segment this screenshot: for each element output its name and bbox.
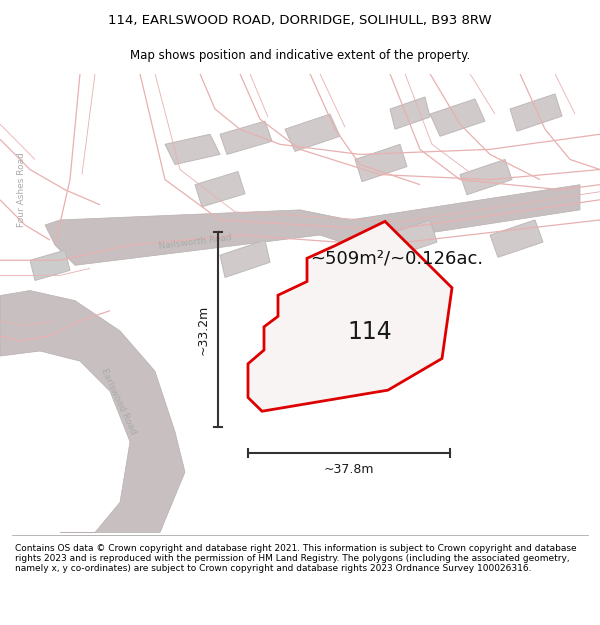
Polygon shape <box>460 159 512 195</box>
Polygon shape <box>30 250 70 281</box>
Polygon shape <box>165 134 220 164</box>
Text: Contains OS data © Crown copyright and database right 2021. This information is : Contains OS data © Crown copyright and d… <box>15 544 577 573</box>
Polygon shape <box>220 240 270 278</box>
Text: ~37.8m: ~37.8m <box>324 463 374 476</box>
Text: 114: 114 <box>347 320 392 344</box>
Polygon shape <box>385 220 437 258</box>
Text: 114, EARLSWOOD ROAD, DORRIDGE, SOLIHULL, B93 8RW: 114, EARLSWOOD ROAD, DORRIDGE, SOLIHULL,… <box>108 14 492 27</box>
Polygon shape <box>195 171 245 207</box>
Text: Earlswood Road: Earlswood Road <box>99 367 137 436</box>
Polygon shape <box>490 220 543 258</box>
Polygon shape <box>285 114 340 151</box>
Polygon shape <box>248 221 452 411</box>
Polygon shape <box>220 121 272 154</box>
Polygon shape <box>430 99 485 136</box>
Polygon shape <box>510 94 562 131</box>
Polygon shape <box>355 144 407 182</box>
Polygon shape <box>0 291 185 532</box>
Polygon shape <box>45 184 580 266</box>
Text: ~33.2m: ~33.2m <box>197 304 210 354</box>
Text: Nailsworth Road: Nailsworth Road <box>158 233 232 251</box>
Polygon shape <box>390 97 430 129</box>
Text: Four Ashes Road: Four Ashes Road <box>17 152 26 227</box>
Text: Map shows position and indicative extent of the property.: Map shows position and indicative extent… <box>130 49 470 62</box>
Text: ~509m²/~0.126ac.: ~509m²/~0.126ac. <box>310 249 483 268</box>
